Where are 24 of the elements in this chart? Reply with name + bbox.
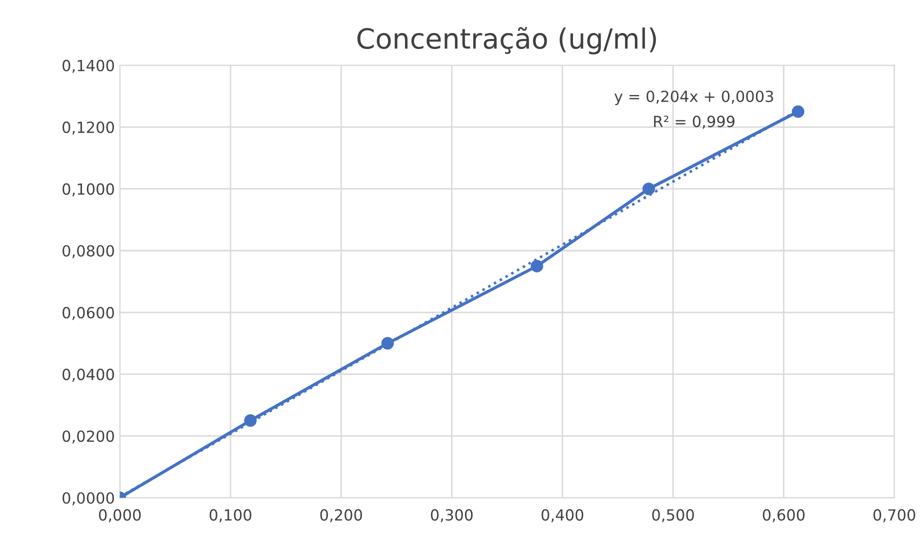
- y-tick-label: 0,1400: [62, 60, 114, 73]
- y-tick-label: 0,0800: [62, 245, 114, 258]
- x-tick-label: 0,700: [873, 509, 916, 522]
- y-tick-label: 0,0600: [62, 306, 114, 320]
- chart-title: Concentração (ug/ml): [357, 27, 656, 54]
- annotation: R² = 0,999: [654, 116, 734, 129]
- y-tick-label: 0,0400: [62, 368, 114, 382]
- x-tick-label: 0,000: [99, 509, 141, 522]
- x-tick-label: 0,200: [320, 509, 362, 522]
- x-tick-label: 0,300: [430, 509, 473, 522]
- point: [381, 337, 394, 350]
- y-tick-label: 0,1000: [62, 183, 114, 196]
- x-tick-label: 0,600: [762, 509, 805, 522]
- point: [530, 260, 544, 272]
- point: [642, 182, 655, 196]
- x-tick-label: 0,400: [542, 509, 584, 522]
- y-tick-label: 0,0200: [62, 430, 114, 444]
- y-tick-label: 0,0000: [62, 492, 114, 506]
- point: [792, 105, 804, 118]
- x-tick-label: 0,100: [210, 509, 252, 522]
- point: [244, 414, 257, 427]
- x-tick-label: 0,500: [652, 509, 694, 522]
- annotation: y = 0,204x + 0,0003: [614, 90, 774, 106]
- y-tick-label: 0,1200: [62, 122, 114, 135]
